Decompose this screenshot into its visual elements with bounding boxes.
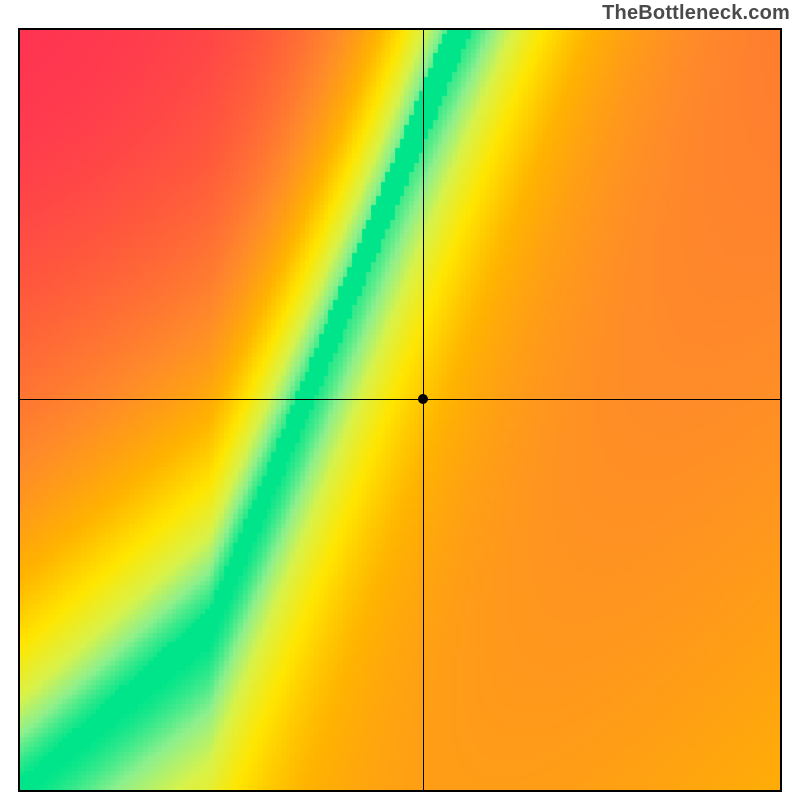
plot-frame [18,28,782,792]
heatmap-canvas [20,30,780,790]
watermark-text: TheBottleneck.com [602,2,790,25]
